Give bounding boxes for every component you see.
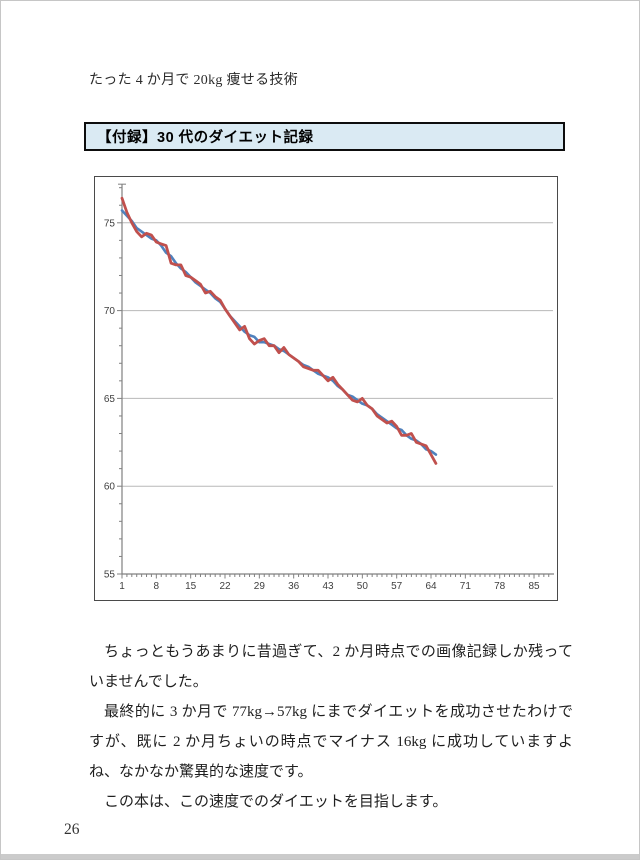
appendix-title-box: 【付録】30 代のダイエット記録 xyxy=(84,122,565,151)
svg-text:22: 22 xyxy=(219,581,231,592)
svg-text:15: 15 xyxy=(185,581,197,592)
svg-text:1: 1 xyxy=(119,581,125,592)
page-number: 26 xyxy=(64,821,80,838)
svg-text:64: 64 xyxy=(425,581,437,592)
svg-text:57: 57 xyxy=(391,581,403,592)
svg-text:75: 75 xyxy=(104,218,116,229)
svg-text:71: 71 xyxy=(460,581,472,592)
paragraph-2: 最終的に 3 か月で 77kg→57kg にまでダイエットを成功させたわけですが… xyxy=(89,704,573,780)
svg-text:60: 60 xyxy=(104,482,116,493)
svg-text:36: 36 xyxy=(288,581,300,592)
svg-text:70: 70 xyxy=(104,306,116,317)
svg-text:65: 65 xyxy=(104,394,116,405)
svg-text:29: 29 xyxy=(254,581,266,592)
weight-chart: 55 60 65 70 75 1 8 15 22 29 36 43 50 57 64 71 78 85 xyxy=(94,176,558,601)
paragraph-1: ちょっともうあまりに昔過ぎて、2 か月時点での画像記録しか残っていませんでした。 xyxy=(89,644,573,690)
svg-text:78: 78 xyxy=(494,581,506,592)
paragraph-3: この本は、この速度でのダイエットを目指します。 xyxy=(104,794,448,810)
running-header: たった 4 か月で 20kg 痩せる技術 xyxy=(89,73,298,88)
svg-text:8: 8 xyxy=(154,581,160,592)
svg-text:43: 43 xyxy=(322,581,334,592)
blue-smoothed-line xyxy=(120,209,438,456)
body-text: ちょっともうあまりに昔過ぎて、2 か月時点での画像記録しか残っていませんでした。… xyxy=(89,637,573,817)
red-daily-line xyxy=(120,196,438,465)
appendix-title: 【付録】30 代のダイエット記録 xyxy=(97,130,314,146)
svg-text:85: 85 xyxy=(528,581,540,592)
svg-text:50: 50 xyxy=(357,581,369,592)
page-bottom-edge xyxy=(1,854,639,859)
weight-chart-canvas: 55 60 65 70 75 1 8 15 22 29 36 43 50 57 64 71 78 85 xyxy=(104,183,554,592)
svg-text:55: 55 xyxy=(104,570,116,581)
